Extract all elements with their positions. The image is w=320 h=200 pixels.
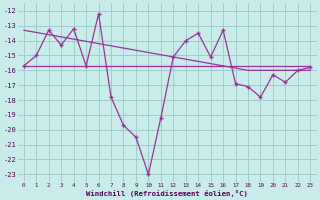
X-axis label: Windchill (Refroidissement éolien,°C): Windchill (Refroidissement éolien,°C) [86,190,248,197]
